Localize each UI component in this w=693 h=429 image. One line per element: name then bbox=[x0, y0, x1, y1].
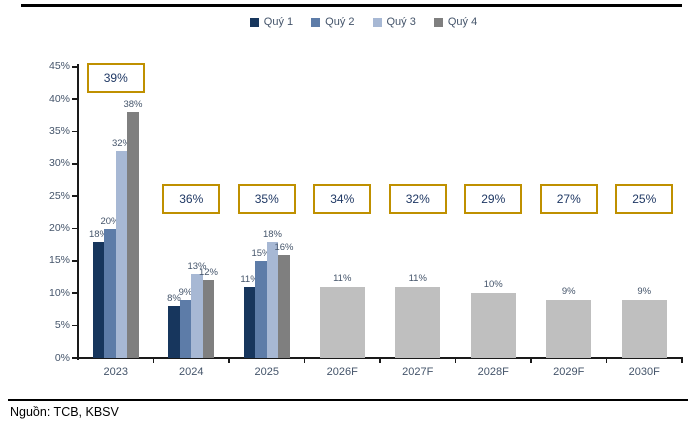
bar-value-label: 12% bbox=[198, 267, 219, 279]
x-category-label: 2030F bbox=[628, 366, 660, 378]
legend-item-3: Quý 3 bbox=[372, 16, 416, 28]
bar-2029F bbox=[546, 299, 592, 358]
x-axis-tick bbox=[152, 357, 155, 363]
legend-swatch-icon bbox=[433, 17, 443, 27]
top-divider-line bbox=[21, 4, 682, 7]
legend-item-4: Quý 4 bbox=[433, 16, 478, 28]
source-note: Nguồn: TCB, KBSV bbox=[10, 405, 119, 419]
x-axis-tick bbox=[605, 357, 608, 363]
y-axis-tick-label: 20% bbox=[48, 222, 70, 235]
bar-value-label: 18% bbox=[88, 228, 109, 240]
y-axis-tick-label: 45% bbox=[48, 60, 70, 73]
bar-value-label: 38% bbox=[123, 99, 143, 111]
y-axis-tick bbox=[72, 162, 78, 165]
x-axis-tick bbox=[379, 357, 381, 363]
chart-legend: Quý 1 Quý 2 Quý 3 Quý 4 bbox=[34, 16, 693, 28]
y-axis-tick-label: 0% bbox=[54, 351, 70, 364]
bar-2023-quy-4 bbox=[127, 112, 139, 358]
y-axis-tick bbox=[72, 130, 78, 133]
bar-value-label: 9% bbox=[561, 285, 576, 297]
bar-value-label: 32% bbox=[111, 138, 132, 150]
bar-2024-quy-3 bbox=[191, 273, 203, 358]
annual-total-box-2027F: 32% bbox=[388, 184, 447, 214]
bar-value-label: 11% bbox=[408, 272, 427, 284]
x-axis-tick bbox=[530, 357, 532, 363]
bar-2023-quy-3 bbox=[115, 151, 128, 358]
bar-2023-quy-2 bbox=[104, 228, 116, 358]
bar-value-label: 20% bbox=[100, 215, 120, 227]
bar-value-label: 13% bbox=[187, 260, 207, 272]
bar-2030F bbox=[621, 299, 667, 358]
y-axis-tick-label: 35% bbox=[48, 125, 70, 138]
legend-item-label: Quý 4 bbox=[447, 16, 478, 28]
legend-item-label: Quý 3 bbox=[386, 16, 416, 28]
bar-value-label: 10% bbox=[483, 279, 503, 291]
legend-item-label: Quý 1 bbox=[263, 16, 294, 28]
y-axis-line bbox=[77, 64, 79, 360]
x-category-label: 2028F bbox=[477, 366, 509, 378]
y-axis-tick bbox=[72, 324, 78, 327]
bar-value-label: 15% bbox=[251, 247, 271, 259]
y-axis-tick bbox=[72, 195, 78, 197]
bar-2025-quy-3 bbox=[266, 241, 279, 358]
annual-total-box-2030F: 25% bbox=[615, 184, 674, 214]
y-axis-tick-label: 40% bbox=[48, 92, 70, 105]
x-category-label: 2024 bbox=[179, 366, 204, 378]
y-axis-tick bbox=[72, 292, 78, 294]
bar-2023-quy-1 bbox=[92, 241, 105, 358]
bar-2026F bbox=[319, 286, 365, 358]
y-axis-tick bbox=[72, 98, 78, 100]
bar-2025-quy-4 bbox=[278, 254, 290, 358]
y-axis-tick-label: 10% bbox=[48, 286, 70, 299]
x-category-label: 2025 bbox=[254, 366, 279, 378]
y-axis-tick-label: 25% bbox=[48, 189, 70, 202]
y-axis-tick bbox=[72, 227, 78, 230]
bottom-divider-line bbox=[8, 399, 688, 401]
annual-total-box-2023: 39% bbox=[86, 63, 145, 93]
x-category-label: 2027F bbox=[402, 366, 434, 378]
bar-2024-quy-4 bbox=[202, 280, 215, 358]
x-category-label: 2026F bbox=[326, 366, 358, 378]
bar-2027F bbox=[395, 286, 441, 358]
x-category-label: 2029F bbox=[553, 366, 585, 378]
legend-item-2: Quý 2 bbox=[311, 16, 355, 28]
bar-value-label: 18% bbox=[262, 228, 283, 240]
x-axis-tick bbox=[303, 357, 306, 363]
y-axis-tick-label: 5% bbox=[54, 319, 70, 332]
bar-2025-quy-1 bbox=[243, 286, 256, 358]
y-axis-tick-label: 30% bbox=[48, 157, 70, 170]
y-axis-tick bbox=[72, 259, 78, 262]
y-axis-tick bbox=[72, 357, 78, 359]
x-category-label: 2023 bbox=[103, 366, 128, 378]
bar-value-label: 9% bbox=[178, 286, 193, 298]
annual-total-box-2026F: 34% bbox=[313, 184, 372, 214]
bar-2028F bbox=[470, 293, 516, 358]
legend-swatch-icon bbox=[249, 17, 259, 27]
legend-item-1: Quý 1 bbox=[249, 16, 294, 28]
bar-value-label: 9% bbox=[637, 285, 652, 297]
x-axis-tick bbox=[681, 357, 683, 363]
x-axis-tick bbox=[454, 357, 457, 363]
bar-value-label: 11% bbox=[333, 272, 352, 284]
y-axis-tick bbox=[72, 65, 78, 68]
legend-swatch-icon bbox=[311, 17, 321, 27]
bar-2024-quy-2 bbox=[179, 299, 192, 358]
bar-value-label: 16% bbox=[274, 241, 294, 253]
annual-total-box-2025: 35% bbox=[237, 184, 296, 214]
legend-item-label: Quý 2 bbox=[325, 16, 355, 28]
annual-total-box-2028F: 29% bbox=[464, 184, 523, 214]
annual-total-box-2029F: 27% bbox=[539, 184, 598, 214]
annual-total-box-2024: 36% bbox=[162, 184, 221, 214]
bar-value-label: 8% bbox=[167, 293, 181, 305]
y-axis-tick-label: 15% bbox=[48, 254, 70, 267]
legend-swatch-icon bbox=[372, 17, 382, 27]
x-axis-tick bbox=[228, 357, 230, 363]
bar-2025-quy-2 bbox=[255, 260, 267, 358]
bar-2024-quy-1 bbox=[168, 306, 180, 358]
bar-value-label: 11% bbox=[240, 273, 259, 285]
